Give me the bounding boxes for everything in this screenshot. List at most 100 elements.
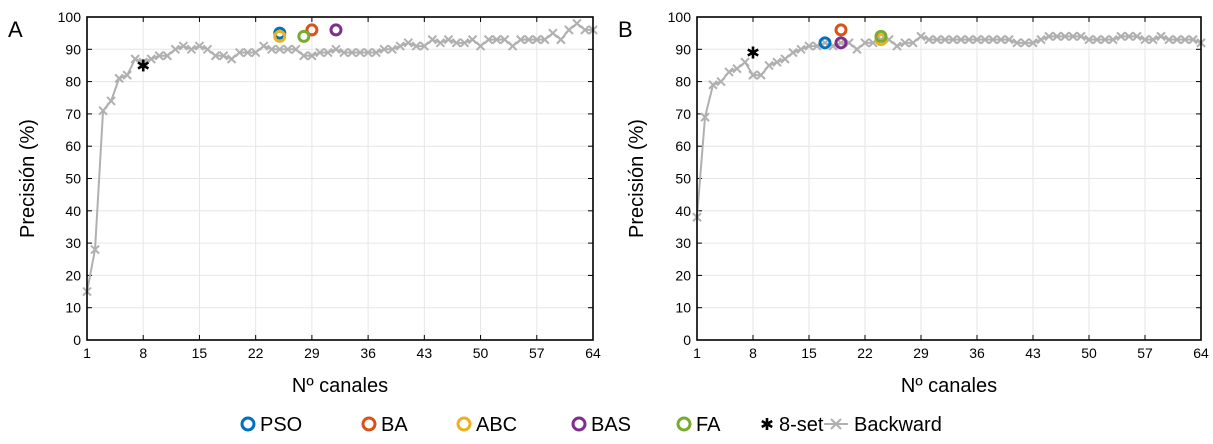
- backward-point-stroke: [475, 41, 486, 51]
- backward-point-stroke: [1172, 34, 1182, 45]
- backward-point-stroke: [580, 25, 590, 35]
- backward-point: [234, 47, 245, 58]
- backward-point-stroke: [1180, 34, 1190, 45]
- backward-point-stroke: [1084, 34, 1094, 45]
- backward-point: [491, 34, 502, 45]
- backward-point-stroke: [339, 47, 349, 58]
- backward-point-stroke: [387, 44, 397, 55]
- backward-point: [1164, 34, 1174, 45]
- y-tick-label: 70: [675, 106, 691, 122]
- backward-point-stroke: [451, 38, 462, 48]
- backward-point-stroke: [796, 44, 806, 55]
- backward-point: [363, 47, 373, 58]
- backward-point-stroke: [1076, 31, 1086, 42]
- point-8-set-stroke: [747, 48, 759, 57]
- point-pso: [818, 36, 832, 50]
- backward-point-stroke: [1188, 34, 1198, 45]
- y-tick-label: 100: [668, 9, 692, 25]
- backward-point-stroke: [443, 34, 454, 45]
- backward-point: [972, 34, 982, 45]
- backward-point: [772, 57, 782, 67]
- backward-point-stroke: [516, 34, 526, 45]
- y-tick-label: 10: [65, 300, 81, 316]
- backward-point: [748, 70, 758, 80]
- backward-point: [956, 34, 966, 45]
- backward-point-stroke: [1140, 34, 1150, 45]
- backward-point: [419, 41, 430, 51]
- backward-point: [1028, 38, 1038, 48]
- point-abc: [273, 29, 287, 43]
- backward-point-stroke: [146, 54, 156, 64]
- backward-point-stroke: [258, 41, 269, 51]
- series-ba: [834, 23, 848, 37]
- y-tick-label: 70: [65, 106, 81, 122]
- y-tick-label: 0: [683, 332, 691, 348]
- backward-point-stroke: [411, 41, 422, 51]
- backward-point: [507, 41, 518, 51]
- series-fa: [297, 29, 311, 43]
- legend-item-abc: ABC: [456, 414, 517, 436]
- backward-point: [114, 73, 124, 84]
- backward-point: [980, 34, 990, 45]
- point-fa: [874, 29, 888, 43]
- backward-point: [932, 34, 942, 45]
- x-tick-label: 15: [801, 345, 817, 361]
- backward-point-stroke: [740, 57, 750, 67]
- backward-point: [1188, 34, 1198, 45]
- backward-point-stroke: [371, 47, 381, 58]
- series-8-set: [137, 59, 150, 72]
- backward-point-stroke: [106, 96, 116, 106]
- backward-point-stroke: [532, 34, 542, 45]
- panel-label: A: [8, 17, 23, 42]
- backward-point-stroke: [507, 41, 518, 51]
- backward-point-stroke: [226, 54, 237, 64]
- backward-point-stroke: [178, 41, 189, 51]
- backward-point-stroke: [956, 34, 966, 45]
- panel-label: B: [618, 17, 633, 42]
- backward-point: [1052, 31, 1062, 42]
- backward-point: [1124, 31, 1134, 42]
- backward-point: [708, 80, 718, 90]
- backward-point-stroke: [395, 41, 405, 51]
- point-ba: [305, 23, 319, 37]
- backward-point: [299, 51, 309, 61]
- backward-point: [700, 112, 710, 122]
- backward-point: [202, 44, 213, 55]
- backward-point: [1100, 34, 1110, 45]
- legend-label-fa: FA: [696, 414, 721, 436]
- backward-point-stroke: [748, 70, 758, 80]
- y-tick-label: 20: [675, 267, 691, 283]
- backward-point: [250, 47, 261, 58]
- backward-point-stroke: [1164, 34, 1174, 45]
- x-tick-label: 1: [83, 345, 91, 361]
- backward-point: [524, 34, 534, 45]
- y-tick-label: 30: [675, 235, 691, 251]
- backward-point: [90, 244, 100, 255]
- backward-point-stroke: [90, 244, 100, 255]
- backward-point-stroke: [98, 105, 108, 116]
- backward-point-stroke: [283, 44, 293, 55]
- backward-point-stroke: [291, 44, 301, 55]
- series-fa: [874, 29, 888, 43]
- x-axis-label: Nº canales: [901, 375, 997, 397]
- y-tick-label: 50: [675, 171, 691, 187]
- backward-point-stroke: [1052, 31, 1062, 42]
- backward-point: [106, 96, 116, 106]
- backward-point-stroke: [194, 41, 205, 51]
- backward-point-stroke: [427, 34, 438, 45]
- x-tick-label: 8: [139, 345, 147, 361]
- y-tick-label: 60: [675, 138, 691, 154]
- backward-point: [964, 34, 974, 45]
- backward-point: [1004, 34, 1014, 45]
- backward-point-stroke: [964, 34, 974, 45]
- backward-point-stroke: [347, 47, 357, 58]
- legend-item-bas: BAS: [571, 414, 631, 436]
- backward-point: [283, 44, 293, 55]
- ticks: 1 8 15 22 29 36 43 50 57 64 0 10 20 30 40 50 60 70 80 90 100: [668, 9, 1209, 361]
- x-tick-label: 22: [857, 345, 873, 361]
- backward-point-stroke: [1124, 31, 1134, 42]
- backward-point: [924, 34, 934, 45]
- x-tick-label: 29: [913, 345, 929, 361]
- backward-point-stroke: [988, 34, 998, 45]
- backward-point: [852, 44, 862, 55]
